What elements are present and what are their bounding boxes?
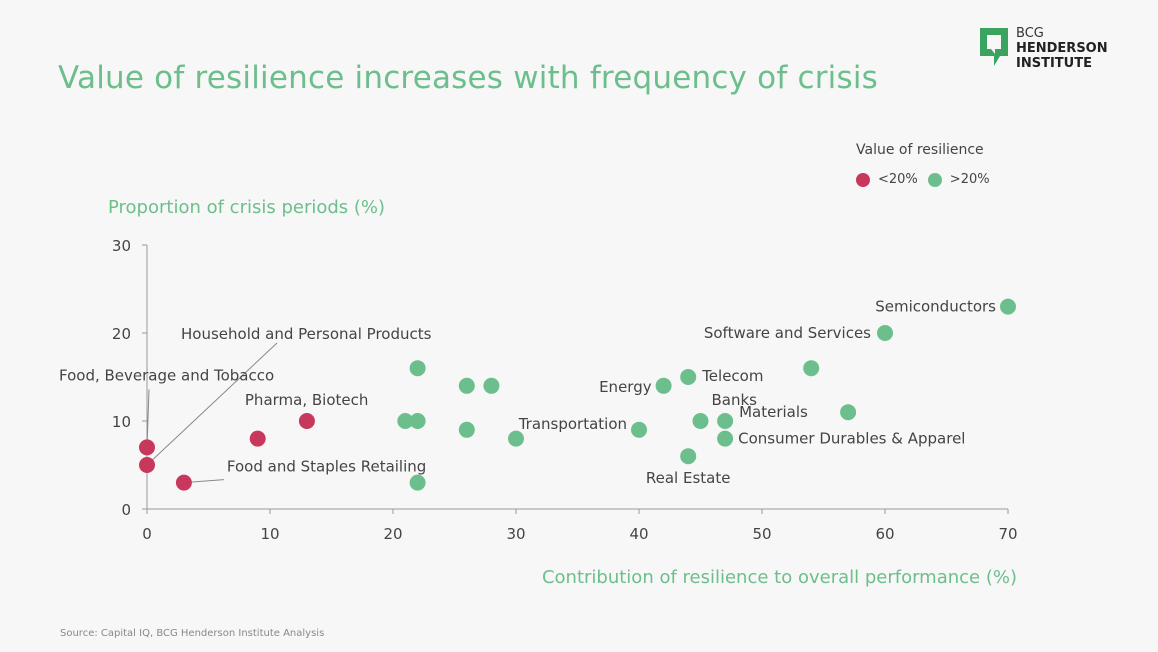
point-label: Household and Personal Products (181, 325, 432, 343)
x-tick-label: 50 (752, 525, 771, 543)
y-tick-label: 30 (112, 237, 131, 255)
logo-mark-icon (980, 28, 1008, 66)
data-point-high (409, 360, 426, 377)
page-title: Value of resilience increases with frequ… (58, 60, 879, 96)
data-points (139, 298, 1016, 491)
data-point-high (680, 369, 697, 385)
bcg-henderson-logo: BCG HENDERSON INSTITUTE (978, 26, 1138, 74)
point-label: Energy (599, 378, 652, 396)
point-label: Pharma, Biotech (245, 391, 369, 409)
data-point-high (717, 430, 734, 447)
data-point-high (655, 377, 672, 394)
legend-item-low: <20% (856, 172, 918, 187)
point-label: Semiconductors (875, 298, 996, 316)
x-tick-label: 60 (875, 525, 894, 543)
data-point-low (139, 457, 155, 473)
y-axis-title: Proportion of crisis periods (%) (108, 197, 385, 218)
x-axis-title: Contribution of resilience to overall pe… (542, 567, 1017, 588)
legend-title: Value of resilience (856, 142, 984, 158)
point-labels: Food, Beverage and Tobacco Household and … (59, 298, 996, 488)
y-tick-label: 20 (112, 325, 131, 343)
legend-swatch-low (856, 172, 870, 187)
x-tick-label: 10 (260, 525, 279, 543)
data-point-high (692, 413, 709, 429)
chart-legend: Value of resilience <20% >20% (856, 142, 1036, 187)
data-point-high (508, 430, 524, 447)
source-note: Source: Capital IQ, BCG Henderson Instit… (60, 628, 325, 639)
y-tick-label: 10 (112, 413, 131, 431)
chart-axes: 0 10 20 30 40 50 60 70 0 10 20 30 (112, 237, 1018, 543)
y-tick-label: 0 (121, 501, 131, 519)
point-label: Food, Beverage and Tobacco (59, 366, 274, 384)
data-point-low (139, 439, 155, 456)
data-point-high (409, 474, 426, 491)
data-point-low (298, 413, 315, 429)
x-tick-label: 70 (998, 525, 1017, 543)
data-point-high (458, 421, 475, 438)
point-label: Banks (712, 391, 758, 409)
x-tick-label: 40 (629, 525, 648, 543)
leader-line (146, 389, 150, 448)
logo-line-1: BCG (1016, 26, 1044, 41)
point-label: Materials (739, 403, 808, 421)
x-tick-label: 20 (383, 525, 402, 543)
data-point-high (458, 377, 475, 394)
data-point-high (483, 377, 500, 394)
data-point-high (1000, 298, 1016, 315)
x-tick-label: 0 (142, 525, 152, 543)
x-tick-label: 30 (506, 525, 525, 543)
legend-item-high: >20% (927, 172, 990, 187)
legend-swatch-high (927, 172, 942, 187)
point-label: Telecom (701, 367, 763, 385)
data-point-low (249, 430, 266, 447)
data-point-low (175, 474, 192, 491)
data-point-high (840, 404, 857, 421)
data-point-high (680, 448, 697, 465)
point-label: Real Estate (646, 469, 731, 487)
data-point-high (409, 413, 426, 429)
point-label: Software and Services (704, 324, 871, 342)
logo-line-2: HENDERSON (1016, 41, 1108, 56)
data-point-high (631, 421, 647, 438)
data-point-high (397, 413, 414, 429)
data-point-high (877, 325, 893, 341)
leader-line (146, 342, 278, 466)
point-label: Food and Staples Retailing (227, 458, 426, 476)
data-point-high (717, 413, 734, 429)
legend-label-high: >20% (949, 172, 990, 187)
point-label: Transportation (518, 415, 627, 433)
data-point-high (803, 360, 820, 377)
legend-label-low: <20% (878, 172, 918, 187)
point-label: Consumer Durables & Apparel (738, 430, 965, 448)
logo-line-3: INSTITUTE (1016, 56, 1092, 71)
